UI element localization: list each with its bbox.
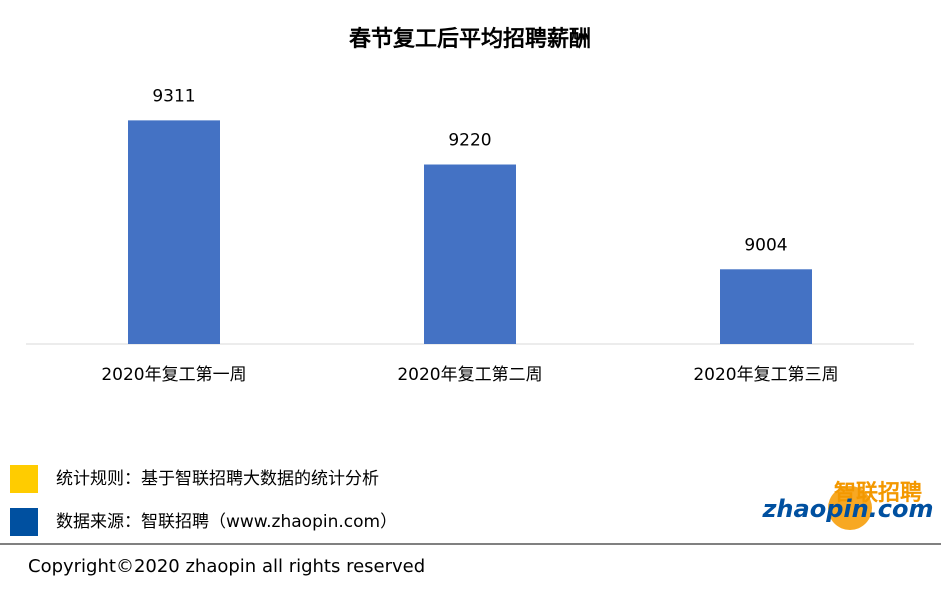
chart-title: 春节复工后平均招聘薪酬 bbox=[349, 26, 591, 52]
value-label: 9220 bbox=[448, 131, 491, 151]
logo-circle bbox=[828, 486, 872, 530]
x-tick-label: 2020年复工第二周 bbox=[397, 365, 542, 385]
copyright: Copyright©2020 zhaopin all rights reserv… bbox=[28, 556, 425, 577]
bar bbox=[128, 120, 220, 344]
x-tick-label: 2020年复工第一周 bbox=[101, 365, 246, 385]
x-tick-label: 2020年复工第三周 bbox=[693, 365, 838, 385]
note-swatch bbox=[10, 508, 38, 536]
logo-domain: zhaopin.com bbox=[761, 495, 933, 523]
value-label: 9004 bbox=[744, 235, 787, 255]
note-swatch bbox=[10, 465, 38, 493]
note-text: 数据来源：智联招聘（www.zhaopin.com） bbox=[56, 512, 397, 532]
logo: 智联招聘 zhaopin.com bbox=[761, 480, 934, 530]
logo-name: 智联招聘 bbox=[834, 480, 922, 506]
bar bbox=[720, 269, 812, 344]
note-text: 统计规则：基于智联招聘大数据的统计分析 bbox=[56, 469, 379, 489]
value-label: 9311 bbox=[152, 86, 195, 106]
bar bbox=[424, 164, 516, 344]
